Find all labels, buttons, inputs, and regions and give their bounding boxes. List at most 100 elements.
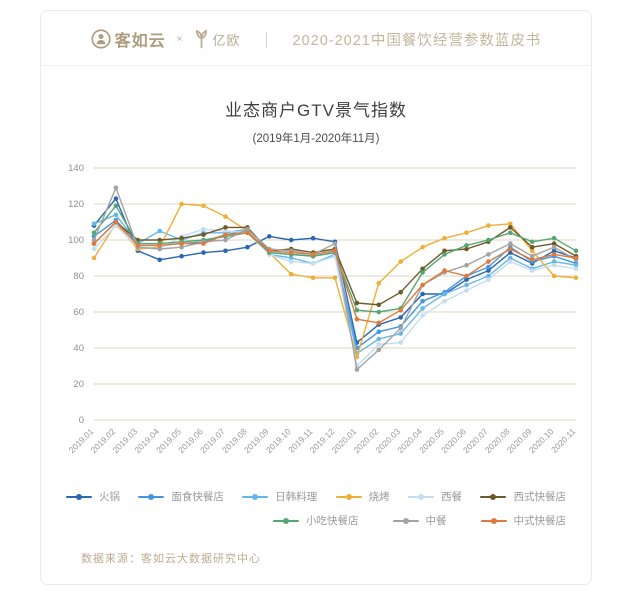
data-point [464,243,469,248]
data-point [508,255,513,261]
data-point [135,243,141,248]
data-point [288,250,294,255]
header-rule [41,65,591,66]
data-point [508,221,513,227]
data-point [310,252,316,257]
data-point [398,325,404,331]
data-point [201,232,206,237]
data-point [551,262,557,268]
data-point [442,248,447,254]
data-point [179,241,184,246]
legend-swatch [242,493,269,500]
data-point [267,248,272,254]
series-西餐 [91,223,579,369]
data-point [245,244,250,250]
legend-label: 中式快餐店 [513,515,567,527]
legend-item-中餐: 中餐 [392,513,447,528]
series-line [93,197,577,344]
data-point [486,237,491,243]
series-烧烤 [91,201,579,360]
series-火锅 [91,196,579,345]
data-point [464,230,469,236]
data-point [376,280,382,286]
data-point [486,268,491,273]
data-point [420,298,425,304]
data-point [508,259,513,264]
legend-label: 中餐 [425,515,447,527]
data-point [508,225,513,230]
data-point [201,203,206,209]
data-point [354,300,360,306]
grid [94,167,576,421]
data-point [310,261,316,266]
data-point [508,241,513,246]
legend-label: 火锅 [99,491,120,503]
data-point [420,244,425,250]
data-point [420,306,425,311]
data-point [332,241,338,246]
series-line [93,221,577,324]
series-中式快餐店 [91,219,579,326]
data-point [442,235,447,241]
data-point [91,221,97,227]
brand-cross: × [176,33,183,45]
legend-swatch [480,517,507,524]
data-point [464,282,469,288]
data-point [223,248,228,254]
data-point [486,277,491,282]
header-divider: ｜ [258,33,275,50]
data-point [201,241,206,246]
yiou-logo: 亿欧 [193,29,240,49]
data-point [376,309,382,315]
data-point [573,248,579,254]
data-point [223,214,228,219]
legend-item-中式快餐店: 中式快餐店 [480,513,567,528]
report-card: 客如云 × 亿欧 ｜ 2020-2021中国餐饮经营参数蓝皮书 业态商户GTV景… [40,10,592,585]
data-point [288,259,294,264]
legend-label: 小吃快餐店 [306,515,359,527]
legend-item-面食快餐店: 面食快餐店 [138,489,224,504]
y-tick-label: 60 [73,307,84,318]
y-tick-label: 120 [68,199,84,210]
data-point [551,252,557,257]
data-point [91,241,97,246]
data-point [464,288,469,293]
data-point [113,185,119,191]
keruyun-logo-text: 客如云 [114,33,166,50]
data-point [442,298,447,304]
data-point [508,250,513,255]
data-point [420,313,425,318]
data-point [157,246,162,252]
data-point [398,340,404,345]
data-point [91,230,97,236]
data-point [420,282,425,288]
data-point [332,275,338,281]
legend-item-西式快餐店: 西式快餐店 [480,489,566,504]
legend-label: 烧烤 [368,491,390,503]
data-point [398,259,404,264]
legend-row-1: 火锅 面食快餐店 日韩料理 烧烤 西餐 西式快餐店 [66,489,566,504]
data-point [486,223,491,228]
data-point [376,320,382,326]
data-point [157,257,162,263]
data-point [486,259,491,264]
data-point [398,307,404,313]
data-point [551,244,557,250]
data-point [113,196,119,201]
legend-row-2: 小吃快餐店 中餐 中式快餐店 [66,513,566,528]
data-point [486,273,491,279]
data-point [398,289,404,295]
data-point [267,234,272,239]
data-point [179,201,184,207]
data-point [508,230,513,236]
line-chart: 0 20 40 60 80 100 120 140 2019.012019.022019.032… [67,163,579,455]
chart-subtitle: (2019年1月-2020年11月) [252,133,380,145]
data-point [201,226,206,232]
data-point [486,252,491,257]
y-tick-label: 0 [79,415,84,426]
data-point [157,228,162,234]
data-point [354,316,360,322]
data-point [529,253,535,259]
data-point [551,235,557,241]
data-point [529,244,535,250]
